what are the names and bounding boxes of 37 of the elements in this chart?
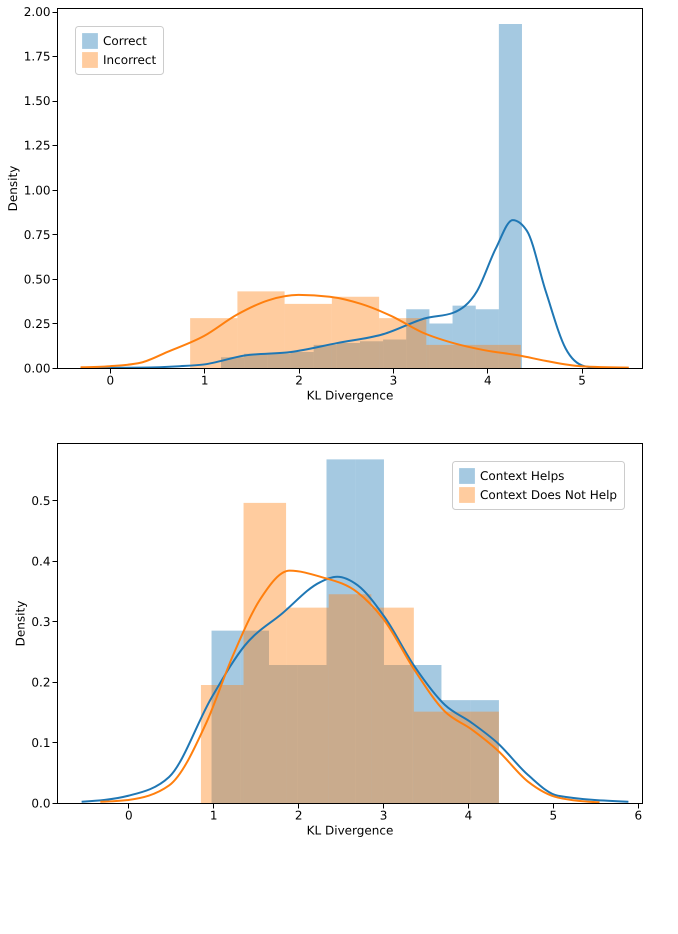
y-tick-label: 1.00	[24, 183, 50, 198]
x-tick-label: 6	[634, 808, 642, 822]
x-tick-label: 2	[295, 374, 303, 388]
y-tick-label: 0.5	[31, 494, 50, 508]
legend-label: Context Helps	[480, 469, 564, 483]
x-axis-title: KL Divergence	[306, 388, 394, 402]
x-tick-label: 4	[464, 808, 472, 822]
x-tick-label: 4	[484, 374, 492, 388]
x-tick-label: 5	[578, 374, 586, 388]
y-tick-label: 0.4	[31, 554, 50, 568]
y-tick-label: 0.00	[24, 362, 50, 376]
y-tick-label: 1.50	[24, 94, 50, 108]
x-tick-label: 5	[550, 808, 558, 822]
y-tick-label: 2.00	[24, 5, 50, 20]
y-axis-title: Density	[13, 600, 28, 646]
x-tick-label: 1	[210, 808, 218, 822]
line-series	[80, 294, 630, 368]
y-axis-title: Density	[6, 166, 20, 212]
y-tick-label: 0.3	[31, 614, 50, 629]
legend-label: Correct	[103, 34, 148, 48]
legend-label: Context Does Not Help	[480, 488, 618, 502]
x-tick-label: 3	[390, 374, 398, 388]
y-tick-label: 0.0	[31, 796, 50, 810]
x-tick-label: 3	[380, 808, 388, 822]
x-tick-label: 1	[200, 374, 209, 388]
x-tick-label: 0	[125, 808, 133, 822]
y-tick-label: 0.75	[24, 228, 50, 242]
y-tick-label: 0.1	[31, 736, 50, 750]
legend-label: Incorrect	[103, 53, 156, 67]
y-tick-label: 0.2	[31, 675, 50, 690]
y-tick-label: 1.25	[24, 138, 50, 153]
x-axis-title: KL Divergence	[306, 824, 394, 838]
y-tick-label: 0.25	[24, 316, 50, 331]
y-tick-label: 1.75	[24, 50, 50, 64]
x-tick-label: 0	[106, 374, 114, 388]
x-tick-label: 2	[294, 808, 302, 822]
y-tick-label: 0.50	[24, 272, 50, 286]
